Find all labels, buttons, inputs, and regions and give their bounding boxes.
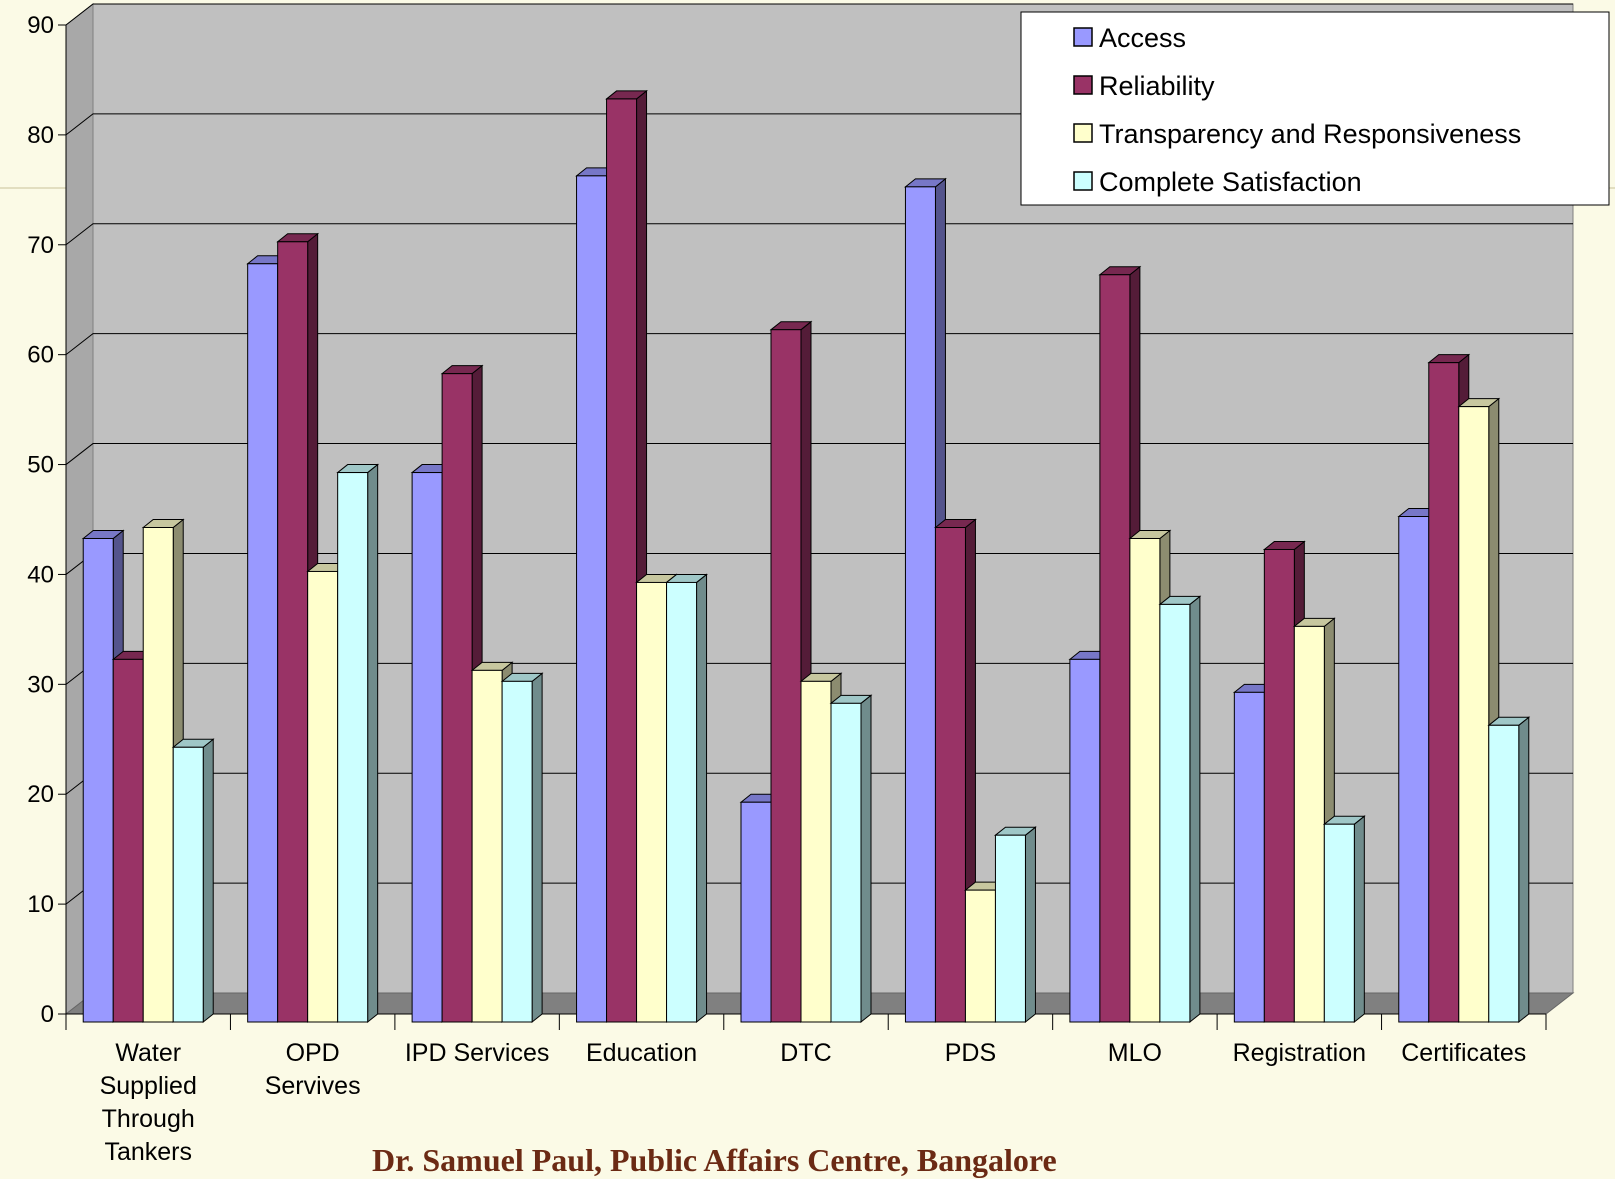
bar-side xyxy=(202,738,214,1024)
bar-front xyxy=(1428,362,1460,1023)
axes: 0 10 20 30 40 50 60 70 80 90 Water Supplied Through T… xyxy=(27,12,1547,1166)
x-category-label: OPD Servives xyxy=(265,1039,361,1100)
bar-front xyxy=(830,702,862,1023)
legend-swatch xyxy=(1073,75,1093,95)
bar-front xyxy=(800,680,832,1023)
legend-swatch xyxy=(1073,27,1093,47)
bar xyxy=(500,672,544,1024)
bar-front xyxy=(636,581,668,1023)
legend-item: Access xyxy=(1073,23,1186,53)
bar-front xyxy=(1069,658,1101,1023)
y-tick-label: 20 xyxy=(27,781,54,808)
bar-front xyxy=(112,658,144,1023)
bar-front xyxy=(441,373,473,1023)
bar-front xyxy=(1293,625,1325,1023)
bar-front xyxy=(904,186,936,1023)
bar-front xyxy=(1323,823,1355,1023)
x-category-label: DTC xyxy=(780,1039,831,1067)
legend-label: Complete Satisfaction xyxy=(1099,167,1362,197)
bar-front xyxy=(411,472,443,1023)
legend-box xyxy=(1020,11,1610,206)
bar xyxy=(1487,716,1531,1024)
bar-front xyxy=(471,669,503,1023)
bar-front xyxy=(934,527,966,1023)
bar-front xyxy=(1398,516,1430,1023)
bar xyxy=(829,694,873,1024)
bar-front xyxy=(501,680,533,1023)
gridline xyxy=(65,3,1573,26)
bar-side xyxy=(1353,815,1365,1024)
bar xyxy=(336,463,380,1024)
bar-side xyxy=(367,463,379,1024)
bar-front xyxy=(247,263,279,1023)
bar-front xyxy=(172,746,204,1023)
legend-item: Reliability xyxy=(1073,71,1215,101)
bar xyxy=(171,738,215,1024)
bar-front xyxy=(606,98,638,1023)
bar-front xyxy=(1488,724,1520,1023)
y-tick-label: 10 xyxy=(27,891,54,918)
legend-swatch xyxy=(1073,171,1093,191)
legend-label: Transparency and Responsiveness xyxy=(1099,119,1521,149)
gridline xyxy=(65,223,1573,246)
bar-side xyxy=(860,694,872,1024)
x-category-label: PDS xyxy=(945,1039,996,1067)
bar-front xyxy=(964,889,996,1023)
bar-front xyxy=(82,537,114,1023)
bars xyxy=(81,89,1531,1024)
y-tick-label: 80 xyxy=(27,122,54,149)
y-tick-label: 70 xyxy=(27,232,54,259)
bar xyxy=(1068,650,1112,1024)
bar-front xyxy=(1263,548,1295,1023)
x-category-label: Water Supplied Through Tankers xyxy=(100,1039,197,1166)
bar xyxy=(1457,397,1501,1024)
bar-front xyxy=(1233,691,1265,1023)
y-tick-label: 0 xyxy=(41,1001,54,1028)
bar-front xyxy=(994,834,1026,1023)
bar-front xyxy=(1159,603,1191,1023)
bar-side xyxy=(1189,595,1201,1024)
bar-front xyxy=(576,175,608,1023)
footer-credit: Dr. Samuel Paul, Public Affairs Centre, … xyxy=(372,1142,1057,1178)
gridline xyxy=(65,333,1573,356)
y-tick-label: 60 xyxy=(27,342,54,369)
x-category-label: MLO xyxy=(1108,1039,1162,1067)
x-category-label: Education xyxy=(586,1039,697,1067)
x-category-label: Registration xyxy=(1233,1039,1366,1067)
bar-front xyxy=(142,527,174,1023)
bar xyxy=(1322,815,1366,1024)
y-tick-label: 90 xyxy=(27,12,54,39)
legend-label: Access xyxy=(1099,23,1186,53)
y-tick-label: 50 xyxy=(27,452,54,479)
y-tick-label: 40 xyxy=(27,561,54,588)
bar xyxy=(1158,595,1202,1024)
bar-front xyxy=(740,801,772,1023)
bar-side xyxy=(1024,826,1036,1024)
legend-swatch xyxy=(1073,123,1093,143)
x-category-label: IPD Services xyxy=(405,1039,549,1067)
bar-side xyxy=(1518,716,1530,1024)
bar xyxy=(665,573,708,1024)
bar-front xyxy=(1458,406,1490,1023)
x-category-label: Certificates xyxy=(1401,1039,1526,1067)
legend-item: Transparency and Responsiveness xyxy=(1073,119,1521,149)
gridline xyxy=(65,443,1573,465)
bar-front xyxy=(1129,537,1161,1023)
bar-front xyxy=(277,241,309,1023)
bar-front xyxy=(307,570,339,1023)
bar-side xyxy=(696,573,708,1024)
legend: Access Reliability Transparency and Respon… xyxy=(1020,11,1610,206)
bar-front xyxy=(1099,274,1131,1023)
legend-item: Complete Satisfaction xyxy=(1073,167,1362,197)
y-tick-label: 30 xyxy=(27,671,54,698)
bar xyxy=(994,826,1037,1024)
bar-front xyxy=(770,329,802,1023)
bar xyxy=(1098,265,1142,1024)
bar-front xyxy=(666,581,698,1023)
bar xyxy=(904,177,947,1024)
bar-front xyxy=(337,472,369,1023)
bar-side xyxy=(531,672,543,1024)
legend-label: Reliability xyxy=(1099,71,1215,101)
